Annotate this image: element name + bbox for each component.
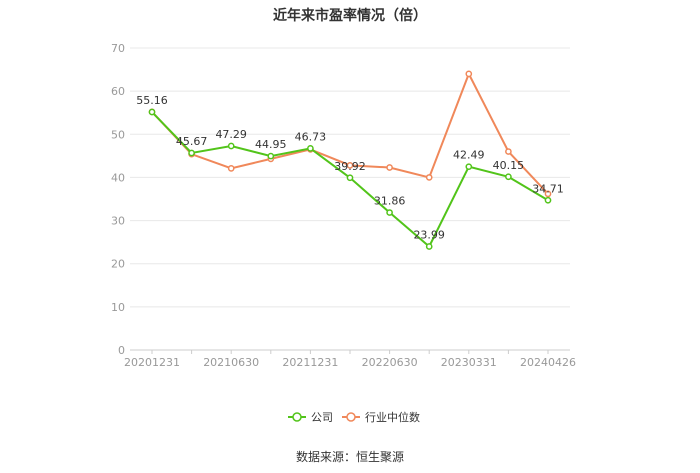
series-point-0 [227, 142, 235, 150]
source-note: 数据来源：恒生聚源 [296, 449, 404, 464]
x-tick-label: 20201231 [124, 356, 180, 369]
data-label: 46.73 [295, 130, 327, 143]
y-axis: 0 10 20 30 40 50 60 70 [111, 42, 125, 357]
x-tick-label: 20240426 [520, 356, 576, 369]
y-tick-label: 40 [111, 171, 125, 184]
data-label: 55.16 [136, 94, 168, 107]
legend-label: 公司 [311, 411, 333, 424]
x-tick-label: 20211231 [282, 356, 338, 369]
series-point-1 [386, 164, 393, 171]
x-tick-label: 20210630 [203, 356, 259, 369]
y-tick-label: 60 [111, 85, 125, 98]
data-label: 47.29 [215, 128, 247, 141]
series-point-0 [188, 149, 195, 157]
series-point-1 [227, 165, 235, 172]
series-point-1 [465, 70, 473, 78]
data-label: 45.67 [176, 135, 208, 148]
series-point-0 [505, 173, 512, 181]
data-label: 34.71 [532, 182, 564, 195]
series-point-0 [346, 174, 354, 182]
grid-lines [130, 47, 570, 351]
legend-label: 行业中位数 [365, 410, 420, 424]
series-point-1 [544, 190, 552, 198]
y-tick-label: 50 [111, 128, 125, 141]
series-group [148, 70, 552, 250]
series-point-0 [148, 108, 156, 116]
y-tick-label: 70 [111, 42, 125, 55]
series-point-0 [386, 209, 393, 216]
legend: 公司 行业中位数 [288, 410, 420, 424]
series-point-0 [267, 152, 275, 160]
data-label: 40.15 [493, 159, 525, 172]
legend-marker [292, 412, 302, 422]
series-point-1 [346, 161, 354, 169]
series-point-1 [425, 174, 433, 181]
y-tick-label: 10 [111, 301, 125, 314]
series-point-1 [505, 148, 512, 155]
x-axis: 20201231 20210630 20211231 20220630 20230331… [124, 349, 576, 369]
legend-marker [346, 412, 356, 422]
data-label: 23.99 [413, 229, 445, 242]
y-tick-label: 0 [118, 344, 125, 357]
series-point-0 [465, 163, 473, 171]
x-tick-label: 20230331 [441, 356, 497, 369]
data-label: 31.86 [374, 195, 406, 208]
data-label: 44.95 [255, 138, 287, 151]
x-tick-label: 20220630 [362, 356, 418, 369]
series-point-0 [544, 196, 552, 204]
data-label: 42.49 [453, 149, 485, 162]
series-point-0 [307, 145, 314, 152]
y-tick-label: 30 [111, 215, 125, 228]
chart-title: 近年来市盈率情况（倍） [273, 7, 427, 24]
data-label: 39.92 [334, 160, 366, 173]
series-point-0 [425, 243, 433, 250]
data-labels: 55.16 45.67 47.29 44.95 46.73 39.92 31.86 23.99… [136, 94, 564, 241]
y-tick-label: 20 [111, 258, 125, 271]
